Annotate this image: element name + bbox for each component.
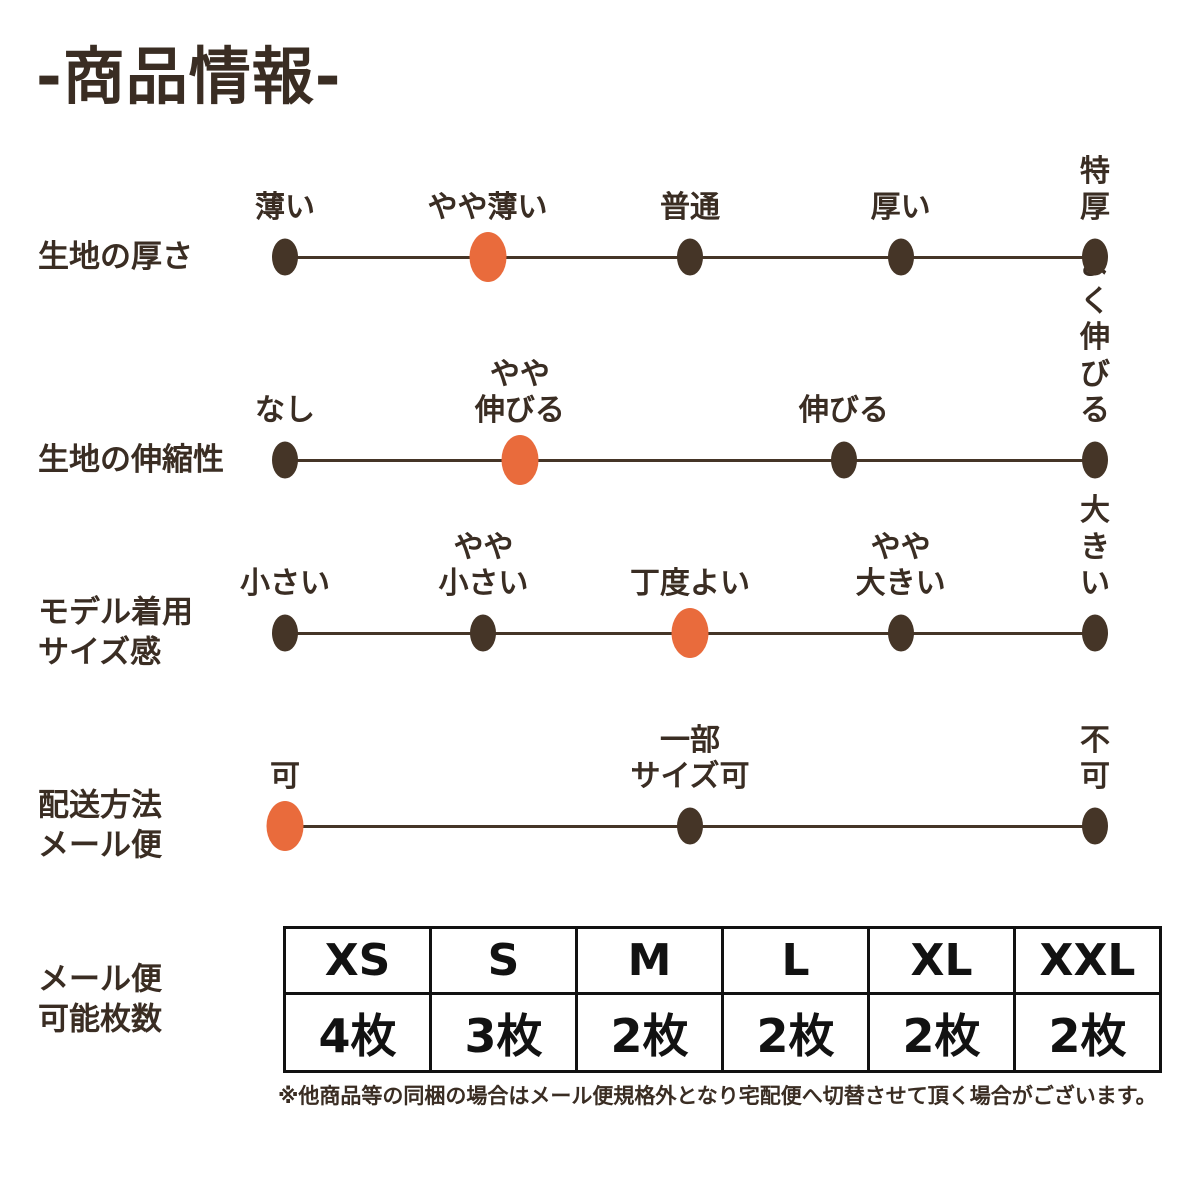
dot: [272, 238, 298, 276]
scale-label: モデル着用 サイズ感: [38, 594, 193, 671]
scale-option-label: やや薄い: [427, 190, 548, 226]
dot: [887, 614, 914, 652]
scale-option-label: 厚い: [870, 190, 931, 226]
scale-option-label: 丁度よい: [630, 566, 750, 602]
dot: [1082, 441, 1108, 479]
size-capacity-table: XS S M L XL XXL 4枚 3枚 2枚 2枚 2枚 2枚: [283, 926, 1162, 1073]
scale-option-label: 一部 サイズ可: [630, 722, 750, 795]
dot: [470, 614, 497, 652]
size-header-cell: XL: [867, 926, 1016, 995]
scale-option-label: 小さい: [240, 566, 330, 602]
size-header-cell: XXL: [1013, 926, 1162, 995]
size-value-cell: 2枚: [721, 992, 870, 1073]
size-header-cell: XS: [283, 926, 432, 995]
dot: [1082, 238, 1108, 276]
size-header-cell: S: [429, 926, 578, 995]
size-header-cell: M: [575, 926, 724, 995]
dot: [272, 441, 298, 479]
dot: [887, 238, 914, 276]
scale-option-label: やや 小さい: [438, 529, 529, 602]
scale-option-label: 可: [270, 759, 300, 795]
size-value-cell: 2枚: [575, 992, 724, 1073]
scale-option-label: 普通: [660, 190, 720, 226]
dot: [272, 614, 298, 652]
scale-option-label: なし: [255, 393, 315, 429]
scale-option-label: 伸びる: [798, 393, 889, 429]
size-header-cell: L: [721, 926, 870, 995]
dot: [830, 441, 857, 479]
dot: [677, 807, 703, 845]
scale-option-label: やや 伸びる: [474, 356, 565, 429]
scale-line: [285, 458, 1095, 462]
footnote: ※他商品等の同梱の場合はメール便規格外となり宅配便へ切替させて頂く場合がございま…: [278, 1084, 1157, 1108]
scale-option-label: やや 大きい: [855, 529, 946, 602]
size-table-header-row: XS S M L XL XXL: [283, 926, 1162, 995]
size-table-value-row: 4枚 3枚 2枚 2枚 2枚 2枚: [283, 992, 1162, 1073]
size-value-cell: 4枚: [283, 992, 432, 1073]
scale-option-label: 特厚: [1080, 153, 1110, 226]
scale-option-label: 大きい: [1080, 493, 1110, 602]
scale-option-label: 薄い: [255, 190, 315, 226]
scale-label: 生地の厚さ: [38, 238, 193, 275]
dot: [1082, 614, 1108, 652]
size-value-cell: 2枚: [867, 992, 1016, 1073]
selected-dot: [469, 232, 506, 282]
dot: [1082, 807, 1108, 845]
scale-option-label: 不可: [1080, 722, 1110, 795]
selected-dot: [501, 435, 539, 485]
size-value-cell: 2枚: [1013, 992, 1162, 1073]
selected-dot: [671, 608, 709, 658]
dot: [677, 238, 703, 276]
page-title: -商品情報-: [36, 40, 342, 113]
selected-dot: [266, 801, 304, 851]
scale-label: 生地の伸縮性: [38, 441, 224, 478]
size-table-label: メール便 可能枚数: [38, 961, 162, 1038]
scale-label: 配送方法 メール便: [38, 787, 162, 864]
size-value-cell: 3枚: [429, 992, 578, 1073]
